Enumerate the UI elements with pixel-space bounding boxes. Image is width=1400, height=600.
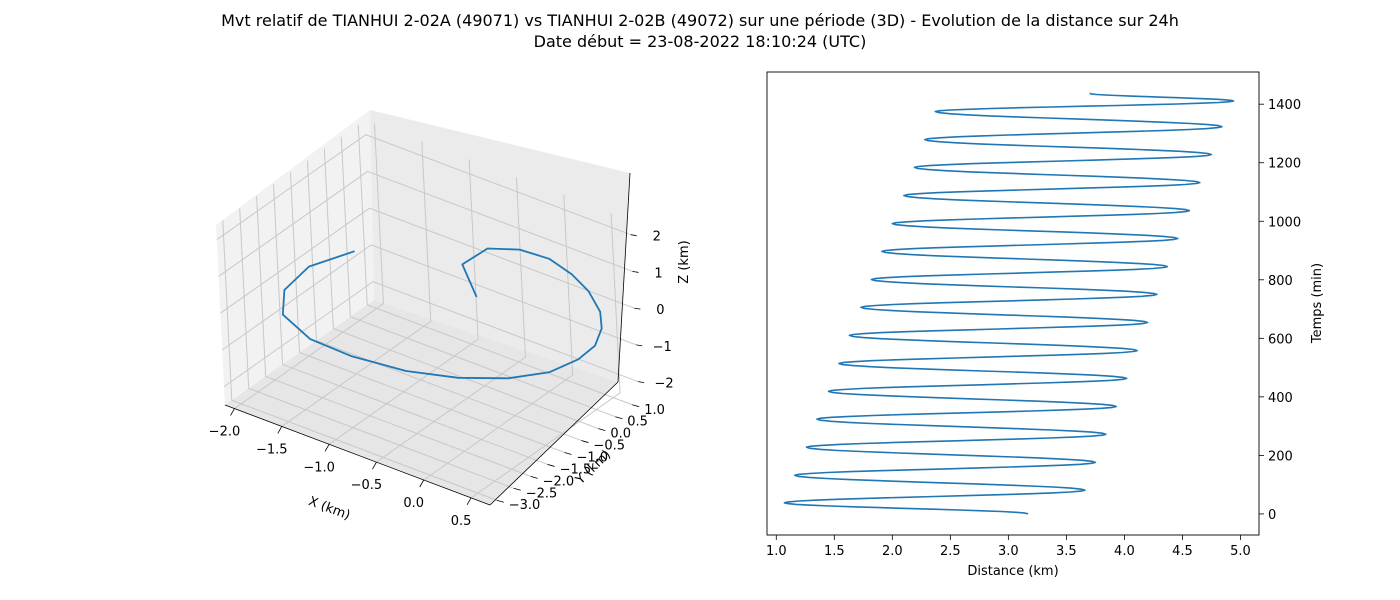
grid-line-y [222, 220, 497, 501]
x-axis-3d: −2.0 −1.5 −1.0 −0.5 0.0 0.5 [209, 408, 472, 529]
grid-line-y [357, 124, 633, 406]
grid-line-z [223, 281, 639, 388]
y-tick-label: −0.5 [593, 439, 625, 454]
y-tick-mark [547, 464, 555, 467]
grid-line-y [306, 160, 582, 442]
z-tick-label: 2 [653, 230, 661, 245]
y-tick-label: 1.0 [644, 403, 665, 418]
grid-line-x [376, 177, 526, 463]
z-tick-label: 0 [656, 303, 664, 318]
z-axis-label: Z (km) [677, 240, 692, 283]
axes-3d-edges [224, 172, 631, 506]
x-axis-label: X (km) [306, 494, 352, 523]
y-tick-label-2d: 0 [1268, 508, 1276, 523]
axes-3d: −2.0−1.5−1.0−0.50.00.5 −3.0−2.5−2.0−1.5−… [209, 110, 692, 529]
grid-line-y [340, 136, 616, 418]
series-line-distance [783, 92, 1235, 515]
y-tick-label: 0.0 [610, 427, 631, 442]
plot-frame [766, 71, 1260, 536]
x-tick-label-2d: 3.0 [998, 544, 1019, 559]
z-tick-label: −1 [653, 340, 672, 355]
pane-back-right [370, 110, 630, 382]
grid-line-y [239, 208, 514, 489]
x-tick-label-2d: 3.5 [1056, 544, 1077, 559]
x-tick-label: −0.5 [351, 478, 383, 493]
y-tick-mark [598, 428, 606, 432]
z-tick-label: 1 [654, 266, 662, 281]
z-tick-mark [634, 307, 641, 310]
grid-line-z [220, 207, 635, 314]
y-axis-3d: −3.0−2.5−2.0−1.5−1.0−0.50.00.51.0 [496, 403, 665, 513]
y-tick-label-2d: 1200 [1268, 157, 1301, 172]
x-tick-label: −1.5 [256, 442, 288, 457]
y-tick-mark [615, 416, 623, 420]
z-axis-3d: −2 −1 0 1 2 [630, 230, 674, 392]
y-tick-mark [513, 487, 521, 491]
y-tick-label-2d: 200 [1268, 449, 1293, 464]
z-tick-mark [630, 234, 637, 237]
y-axis-label-2d: Temps (min) [1310, 263, 1325, 344]
y-tick-label-2d: 1000 [1268, 215, 1301, 230]
x-tick-label: −2.0 [209, 425, 241, 440]
y-tick-mark [530, 475, 538, 479]
x-tick-label-2d: 4.5 [1172, 544, 1193, 559]
x-axis: 1.0 1.5 2.0 2.5 3.0 3.5 4.0 4.5 5.0 [766, 535, 1251, 559]
x-tick-mark [324, 444, 330, 452]
grid-line-x [423, 194, 574, 481]
x-tick-mark [466, 497, 472, 506]
x-axis-label-2d: Distance (km) [967, 564, 1058, 579]
x-tick-label-2d: 2.0 [882, 544, 903, 559]
grid-line-x [328, 159, 479, 445]
z-tick-mark [636, 344, 643, 347]
z-tick-mark [632, 271, 639, 273]
y-tick-mark [581, 440, 589, 443]
figure-subtitle: Date début = 23-08-2022 18:10:24 (UTC) [534, 32, 867, 51]
x-tick-mark [372, 461, 377, 470]
y-tick-label: −2.0 [543, 474, 575, 489]
grid-line-x [470, 212, 621, 499]
x-tick-label-2d: 1.0 [766, 544, 787, 559]
x-tick-label-2d: 2.5 [940, 544, 961, 559]
grid-line-y [290, 172, 565, 453]
y-tick-label: −1.0 [577, 451, 609, 466]
y-tick-label-2d: 800 [1268, 274, 1293, 289]
x-tick-mark [230, 408, 235, 416]
figure-title: Mvt relatif de TIANHUI 2-02A (49071) vs … [221, 11, 1179, 30]
x-tick-label: −1.0 [303, 460, 335, 475]
grid-line-x [234, 123, 384, 409]
y-axis: 0 200 400 600 800 1000 1200 1400 [1259, 98, 1301, 523]
grid-line-z [221, 244, 637, 351]
series-line-3d [281, 247, 603, 380]
y-tick-label: −2.5 [526, 486, 558, 501]
z-tick-mark [638, 381, 645, 384]
x-tick-label-2d: 5.0 [1230, 544, 1251, 559]
grid-3d [216, 123, 639, 501]
y-tick-label: 0.5 [627, 415, 648, 430]
grid-line-y [256, 196, 531, 477]
y-tick-mark [496, 499, 504, 503]
grid-line-x [281, 141, 432, 427]
grid-line-z [216, 134, 631, 241]
x-tick-label-2d: 4.0 [1114, 544, 1135, 559]
axes-2d: 1.0 1.5 2.0 2.5 3.0 3.5 4.0 4.5 5.0 0 200 400 600 80… [766, 71, 1325, 579]
y-tick-label: −3.0 [509, 498, 541, 513]
x-tick-label: 0.5 [451, 514, 472, 529]
x-tick-mark [419, 479, 425, 488]
z-tick-label: −2 [654, 377, 673, 392]
y-tick-mark [564, 452, 572, 455]
y-tick-label-2d: 600 [1268, 332, 1293, 347]
grid-line-y [323, 148, 599, 430]
x-tick-label-2d: 1.5 [824, 544, 845, 559]
y-tick-mark [632, 404, 640, 408]
grid-line-z [218, 170, 633, 277]
x-tick-label: 0.0 [403, 496, 424, 511]
y-tick-label-2d: 1400 [1268, 98, 1301, 113]
grid-line-y [273, 184, 548, 465]
y-tick-label: −1.5 [560, 462, 592, 477]
y-tick-label-2d: 400 [1268, 391, 1293, 406]
x-tick-mark [277, 426, 283, 434]
